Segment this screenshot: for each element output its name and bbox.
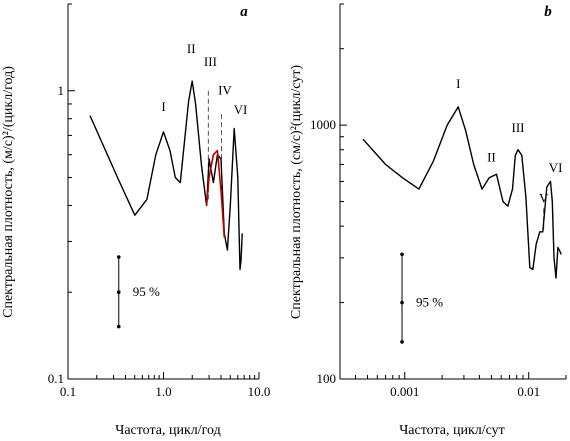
peak-label: III — [204, 54, 217, 69]
peak-label: II — [487, 149, 496, 164]
peak-label: I — [161, 99, 165, 114]
confidence-dot — [116, 324, 121, 329]
confidence-dot — [400, 340, 404, 344]
x-tick-label: 1.0 — [155, 384, 171, 399]
y-tick-label: 100 — [317, 371, 337, 386]
y-tick-label: 1000 — [310, 117, 336, 132]
confidence-dot — [400, 252, 404, 257]
x-tick-label: 0.01 — [517, 384, 540, 399]
x-axis-title: Частота, цикл/сут — [399, 423, 505, 438]
series-line-2 — [205, 149, 226, 238]
peak-label: II — [187, 41, 196, 56]
y-axis-title: Спектральная плотность, (м/с)²/(цикл/год… — [1, 66, 16, 318]
series-line-1 — [362, 106, 562, 279]
panel-letter: a — [240, 4, 248, 20]
x-tick-label: 10.0 — [248, 384, 271, 399]
peak-label: IV — [218, 83, 232, 98]
confidence-label: 95 % — [133, 284, 160, 299]
peak-label: VI — [234, 102, 248, 117]
confidence-dot — [116, 255, 121, 259]
y-axis-title: Спектральная плотность, (см/с)²(цикл/сут… — [289, 65, 304, 319]
confidence-label: 95 % — [416, 295, 443, 310]
panel-letter: b — [544, 4, 552, 20]
x-tick-label: 0.1 — [60, 384, 76, 399]
peak-label: VI — [549, 160, 563, 175]
y-tick-label: 1 — [58, 83, 65, 98]
confidence-dot — [400, 300, 404, 305]
peak-label: V — [539, 191, 549, 206]
peak-label: I — [456, 76, 460, 91]
series-line-1 — [89, 80, 243, 271]
chart-panel-a: 0.1 1.0 10.0 0.1 1 Частота, цикл/год Спектраль… — [1, 3, 271, 438]
x-tick-label: 0.001 — [390, 384, 419, 399]
peak-label: III — [512, 120, 525, 135]
chart-panel-b: 0.001 0.01 100 1000 Частота, цикл/сут Спектра… — [289, 3, 567, 438]
x-axis-title: Частота, цикл/год — [115, 423, 221, 438]
y-tick-label: 0.1 — [48, 371, 64, 386]
confidence-dot — [116, 290, 121, 295]
